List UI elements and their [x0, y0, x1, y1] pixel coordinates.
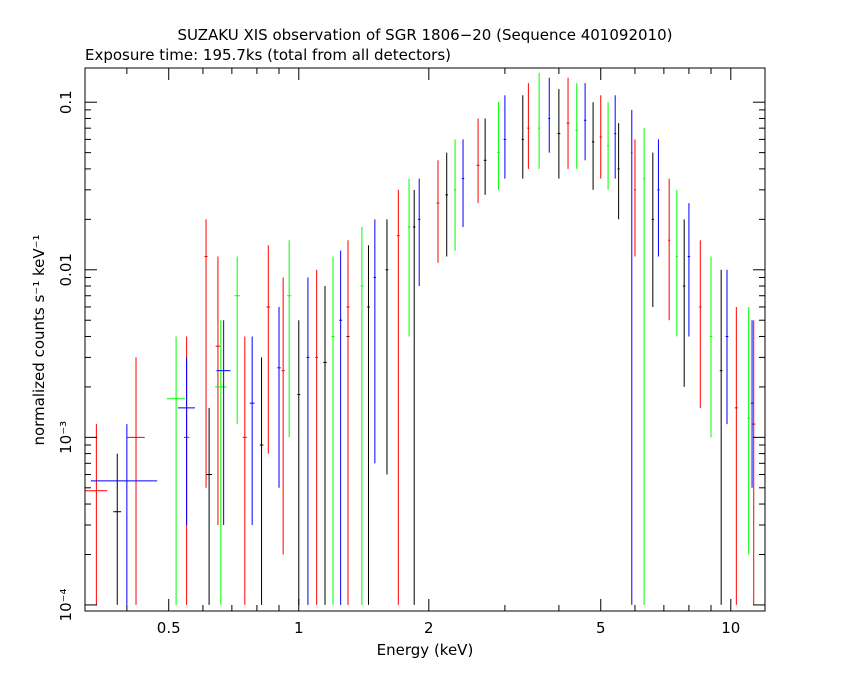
- x-tick-label: 2: [424, 619, 434, 637]
- data-point-1-11: [436, 160, 440, 263]
- data-point-2-8: [497, 102, 500, 190]
- data-point-1-3: [204, 219, 208, 488]
- data-point-3-17: [725, 269, 729, 425]
- data-series-layer: [85, 72, 756, 605]
- data-point-2-12: [643, 128, 645, 605]
- x-tick-label: 5: [596, 619, 606, 637]
- data-point-1-4: [215, 256, 221, 525]
- chart-subtitle: Exposure time: 195.7ks (total from all d…: [85, 46, 451, 64]
- data-point-0-4: [323, 286, 327, 605]
- data-point-1-12: [476, 118, 480, 204]
- data-point-1-0: [85, 424, 108, 605]
- data-point-0-11: [521, 95, 524, 179]
- data-point-3-11: [548, 77, 551, 153]
- data-point-3-13: [614, 95, 617, 179]
- data-point-1-5: [242, 336, 247, 605]
- y-tick-label: 10⁻³: [57, 421, 75, 454]
- data-point-0-1: [206, 407, 213, 605]
- data-point-1-9: [346, 240, 350, 605]
- data-point-3-15: [657, 139, 660, 257]
- data-point-1-15: [599, 95, 602, 179]
- data-point-2-7: [453, 139, 457, 251]
- data-point-3-3: [249, 336, 255, 525]
- y-tick-label: 0.1: [57, 90, 75, 114]
- data-point-2-11: [607, 102, 610, 190]
- series-3: [90, 77, 754, 605]
- data-point-0-6: [367, 245, 370, 605]
- data-point-1-16: [634, 139, 636, 257]
- data-point-1-20: [752, 320, 756, 605]
- data-point-3-16: [687, 203, 691, 337]
- data-point-2-1: [215, 320, 227, 605]
- y-tick-label: 0.01: [57, 253, 75, 286]
- series-2: [166, 72, 751, 605]
- x-tick-label: 1: [294, 619, 304, 637]
- data-point-3-6: [339, 250, 343, 605]
- data-point-3-4: [277, 306, 281, 488]
- data-point-1-19: [734, 306, 738, 605]
- data-point-0-0: [113, 453, 122, 605]
- data-point-0-8: [412, 189, 416, 605]
- data-point-0-14: [617, 123, 620, 220]
- y-axis-label: normalized counts s⁻¹ keV⁻¹: [30, 234, 48, 445]
- data-point-1-6: [266, 245, 271, 454]
- y-tick-label: 10⁻⁴: [57, 588, 75, 621]
- data-point-3-5: [306, 277, 310, 605]
- x-tick-label: 0.5: [157, 619, 181, 637]
- data-point-2-14: [709, 256, 713, 438]
- x-tick-label: 10: [721, 619, 740, 637]
- data-point-2-13: [675, 189, 678, 337]
- data-point-0-15: [651, 152, 654, 307]
- data-point-0-9: [445, 152, 448, 257]
- data-point-1-7: [281, 277, 285, 555]
- data-point-3-2: [216, 320, 231, 525]
- data-point-3-12: [583, 83, 587, 161]
- data-point-1-17: [668, 178, 671, 321]
- data-point-0-7: [385, 219, 389, 475]
- data-point-2-10: [575, 83, 579, 169]
- data-point-3-8: [418, 178, 421, 287]
- data-point-0-13: [591, 102, 595, 190]
- data-point-2-3: [287, 240, 292, 438]
- data-point-3-7: [373, 219, 377, 464]
- series-1: [85, 77, 756, 605]
- data-point-2-6: [407, 178, 411, 337]
- chart-title: SUZAKU XIS observation of SGR 1806−20 (S…: [178, 26, 673, 44]
- data-point-2-0: [166, 336, 185, 605]
- data-point-3-14: [631, 109, 633, 605]
- plot-frame: [84, 67, 766, 612]
- data-point-1-18: [699, 240, 702, 408]
- data-point-2-9: [538, 72, 541, 169]
- data-point-0-12: [557, 88, 561, 179]
- data-point-0-2: [259, 357, 264, 605]
- data-point-2-5: [360, 227, 364, 605]
- data-point-3-9: [461, 139, 465, 228]
- series-0: [113, 88, 723, 605]
- axis-ticks: 0.5 1 2 5 10 10⁻⁴ 10⁻³ 0.01 0.1: [57, 68, 765, 637]
- data-point-2-2: [234, 256, 240, 425]
- data-point-0-10: [483, 118, 487, 195]
- data-point-3-1: [177, 357, 195, 525]
- data-point-2-15: [747, 306, 751, 555]
- data-point-3-0: [90, 424, 158, 605]
- data-point-0-16: [682, 219, 686, 387]
- data-point-3-10: [503, 95, 507, 179]
- data-point-3-18: [750, 320, 754, 488]
- data-point-1-14: [566, 77, 570, 169]
- data-point-2-4: [331, 256, 335, 605]
- data-point-1-10: [397, 189, 400, 605]
- data-point-1-13: [527, 83, 530, 169]
- data-point-0-17: [719, 269, 723, 605]
- data-point-0-3: [297, 320, 301, 605]
- x-axis-label: Energy (keV): [377, 641, 474, 659]
- data-point-1-8: [315, 269, 319, 605]
